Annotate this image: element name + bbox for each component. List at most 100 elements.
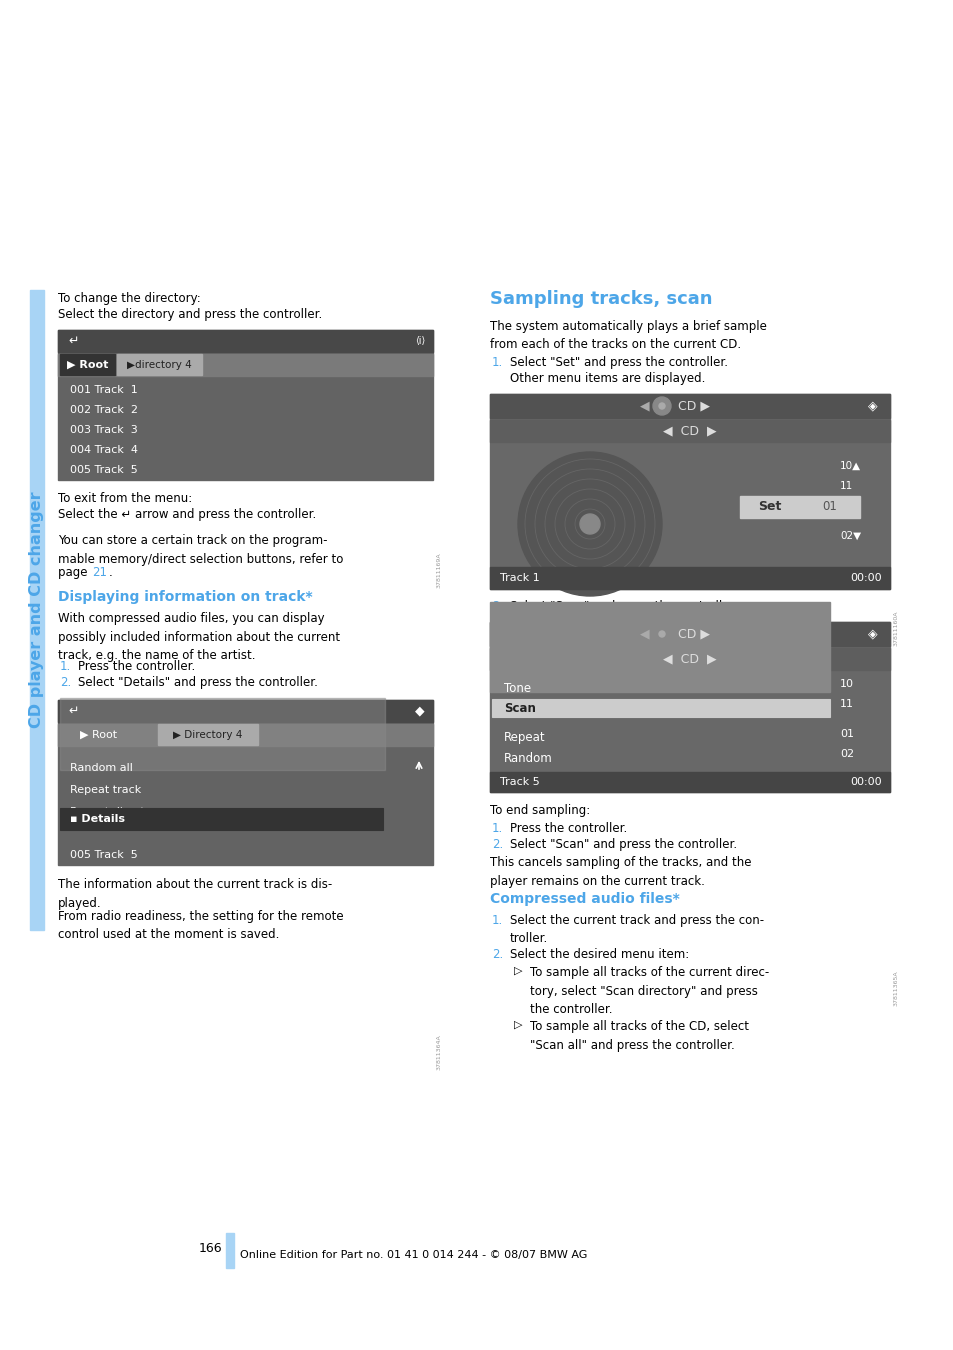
Bar <box>490 622 889 792</box>
Bar <box>58 724 433 747</box>
Text: Set: Set <box>758 501 781 513</box>
Bar <box>58 329 433 481</box>
Text: ▷: ▷ <box>514 967 522 976</box>
Text: To sample all tracks of the current direc-
tory, select "Scan directory" and pre: To sample all tracks of the current dire… <box>530 967 768 1017</box>
Text: 21: 21 <box>91 566 107 579</box>
Text: Compressed audio files*: Compressed audio files* <box>490 892 679 906</box>
Text: 01: 01 <box>821 501 837 513</box>
Bar <box>490 420 889 441</box>
Text: ↵: ↵ <box>68 705 78 717</box>
Bar <box>58 701 433 865</box>
Text: 2.: 2. <box>492 599 503 613</box>
Text: This cancels sampling of the tracks, and the
player remains on the current track: This cancels sampling of the tracks, and… <box>490 856 751 887</box>
Circle shape <box>579 514 599 535</box>
Text: Tone: Tone <box>503 682 531 694</box>
Text: Displaying information on track*: Displaying information on track* <box>58 590 313 603</box>
Text: 00:00: 00:00 <box>849 778 881 787</box>
Text: ◈: ◈ <box>867 628 877 640</box>
Text: To end sampling:: To end sampling: <box>490 805 590 817</box>
Text: CD ▶: CD ▶ <box>678 400 709 413</box>
Text: To exit from the menu:: To exit from the menu: <box>58 491 193 505</box>
Text: 005 Track  5: 005 Track 5 <box>70 464 137 475</box>
Text: The system automatically plays a brief sample
from each of the tracks on the cur: The system automatically plays a brief s… <box>490 320 766 351</box>
Text: To change the directory:: To change the directory: <box>58 292 200 305</box>
Bar <box>740 495 859 518</box>
Text: Repeat directory: Repeat directory <box>70 807 163 817</box>
Text: You can store a certain track on the program-
mable memory/direct selection butt: You can store a certain track on the pro… <box>58 535 343 566</box>
Bar <box>60 698 385 770</box>
Circle shape <box>659 630 664 637</box>
Text: page: page <box>58 566 91 579</box>
Text: ▶directory 4: ▶directory 4 <box>127 360 192 370</box>
Text: 002 Track  2: 002 Track 2 <box>70 405 138 414</box>
Bar <box>492 699 829 717</box>
Text: ▷: ▷ <box>514 1021 522 1030</box>
Text: Select "Scan" and press the controller.: Select "Scan" and press the controller. <box>510 838 737 850</box>
Text: Select "Set" and press the controller.: Select "Set" and press the controller. <box>510 356 727 369</box>
Text: ◀  CD  ▶: ◀ CD ▶ <box>662 652 716 666</box>
Text: Select the ↵ arrow and press the controller.: Select the ↵ arrow and press the control… <box>58 508 315 521</box>
Bar <box>117 354 202 375</box>
Text: 37811169A: 37811169A <box>436 552 441 587</box>
Text: CD player and CD changer: CD player and CD changer <box>30 491 45 728</box>
Text: 1.: 1. <box>492 822 503 836</box>
Text: 10▲: 10▲ <box>840 460 861 471</box>
Text: Select the directory and press the controller.: Select the directory and press the contr… <box>58 308 322 321</box>
Text: Repeat: Repeat <box>503 732 545 744</box>
Bar <box>490 772 889 792</box>
Text: To sample all tracks of the CD, select
"Scan all" and press the controller.: To sample all tracks of the CD, select "… <box>530 1021 748 1052</box>
Text: ◀  CD  ▶: ◀ CD ▶ <box>662 424 716 437</box>
Text: 02▼: 02▼ <box>840 531 861 541</box>
Text: 01: 01 <box>840 729 853 738</box>
Bar <box>490 622 889 647</box>
Circle shape <box>659 404 664 409</box>
Text: ▶ Root: ▶ Root <box>68 360 109 370</box>
Text: 1.: 1. <box>492 914 503 927</box>
Text: ▶ Root: ▶ Root <box>80 730 117 740</box>
Text: Scan: Scan <box>503 702 536 714</box>
Text: ◀: ◀ <box>639 628 649 640</box>
Bar <box>490 394 889 589</box>
Text: Select "Scan" and press the controller.: Select "Scan" and press the controller. <box>510 599 737 613</box>
Text: 005 Track  5: 005 Track 5 <box>70 850 137 860</box>
Text: 11: 11 <box>840 699 853 709</box>
Text: Random all: Random all <box>70 763 132 774</box>
Text: .: . <box>109 566 112 579</box>
Text: 37811364A: 37811364A <box>436 1034 441 1071</box>
Text: ▪ Details: ▪ Details <box>70 814 125 824</box>
Text: CD ▶: CD ▶ <box>678 628 709 640</box>
Text: ↵: ↵ <box>68 335 78 347</box>
Text: 2.: 2. <box>60 676 71 688</box>
Text: Select the current track and press the con-
troller.: Select the current track and press the c… <box>510 914 763 945</box>
Circle shape <box>517 452 661 595</box>
Text: Random: Random <box>503 752 552 764</box>
Text: 37811365A: 37811365A <box>893 971 898 1006</box>
Text: 001 Track  1: 001 Track 1 <box>70 385 137 396</box>
Text: Other menu items are displayed.: Other menu items are displayed. <box>510 373 704 385</box>
Text: 2.: 2. <box>492 838 503 850</box>
Bar <box>490 648 889 670</box>
Circle shape <box>652 625 670 643</box>
Text: Online Edition for Part no. 01 41 0 014 244 - © 08/07 BMW AG: Online Edition for Part no. 01 41 0 014 … <box>240 1250 587 1260</box>
Bar <box>60 354 115 375</box>
Text: 10: 10 <box>840 679 853 688</box>
Bar <box>226 1233 233 1268</box>
Text: ⟨i⟩: ⟨i⟩ <box>415 336 425 346</box>
Text: 11: 11 <box>840 481 852 491</box>
Bar <box>58 329 433 352</box>
Text: Track 5: Track 5 <box>499 778 539 787</box>
Text: 1.: 1. <box>492 356 503 369</box>
Text: 37811160A: 37811160A <box>893 610 898 645</box>
Text: 004 Track  4: 004 Track 4 <box>70 446 138 455</box>
Text: Repeat track: Repeat track <box>70 784 141 795</box>
Text: 2.: 2. <box>492 948 503 961</box>
Bar <box>490 394 889 418</box>
Text: Press the controller.: Press the controller. <box>78 660 195 674</box>
Circle shape <box>652 397 670 414</box>
Bar <box>490 567 889 589</box>
Bar <box>158 724 257 745</box>
Text: 003 Track  3: 003 Track 3 <box>70 425 137 435</box>
Bar <box>58 354 433 377</box>
Bar <box>30 290 44 930</box>
Text: Track 1: Track 1 <box>499 572 539 583</box>
